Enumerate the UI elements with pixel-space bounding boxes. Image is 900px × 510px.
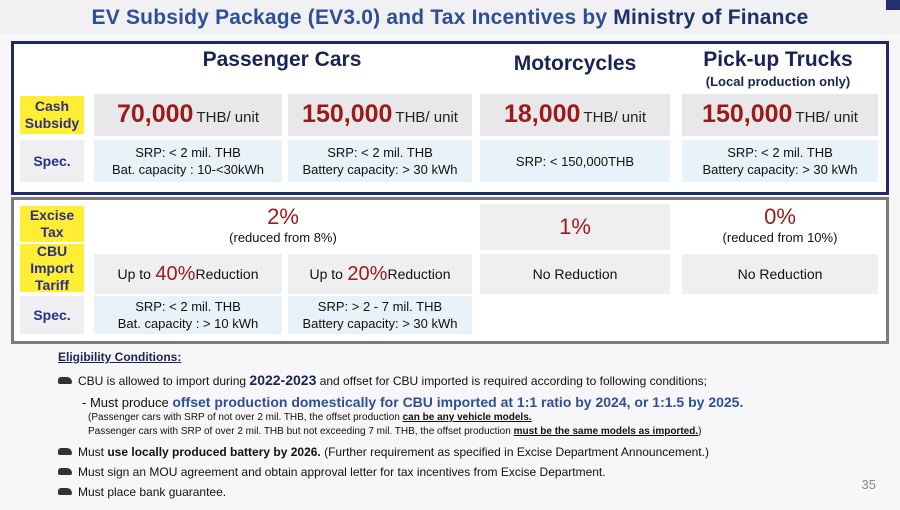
spec1-pickup-line1: SRP: < 2 mil. THB: [727, 145, 833, 160]
spec1-moto-line1: SRP: < 150,000THB: [515, 153, 635, 169]
header-pickup-sub: (Local production only): [705, 74, 851, 89]
spec2-pc2-line1: SRP: > 2 - 7 mil. THB: [317, 299, 443, 314]
subsidy-unit: THB/ unit: [395, 109, 458, 126]
excise-pc-pct: 2%: [267, 204, 299, 229]
cbu-pc1-pre: Up to: [117, 266, 151, 282]
subsidy-unit: THB/ unit: [196, 109, 259, 126]
subsidy-moto-amount: 18,000: [504, 100, 581, 128]
excise-pc-note: (reduced from 8%): [229, 230, 337, 245]
eligibility-cond4: Must place bank guarantee.: [58, 485, 226, 499]
spec2-pc1-line2: Bat. capacity : > 10 kWh: [117, 316, 259, 331]
cbu-moto: No Reduction: [532, 266, 618, 282]
subsidy-pc2-cell: 150,000 THB/ unit: [288, 94, 472, 136]
excise-pickup-pct: 0%: [764, 204, 796, 229]
header-pickup-trucks: Pick-up Trucks: [703, 48, 853, 71]
spec1-pc2-line2: Battery capacity: > 30 kWh: [302, 162, 458, 177]
title-part2: Ministry of Finance: [613, 6, 809, 29]
spec1-pc2-line1: SRP: < 2 mil. THB: [327, 145, 433, 160]
spec1-pickup-cell: SRP: < 2 mil. THB Battery capacity: > 30…: [682, 140, 878, 182]
subsidy-unit: THB/ unit: [795, 109, 858, 126]
title-bar: [0, 0, 900, 34]
spec2-pc2-cell: SRP: > 2 - 7 mil. THB Battery capacity: …: [288, 296, 472, 334]
subsidy-pc2-amount: 150,000: [302, 100, 393, 128]
cbu-pc2-pct: 20%: [347, 262, 388, 285]
label-spec-2: Spec.: [33, 307, 71, 323]
title-part1: EV Subsidy Package (EV3.0) and Tax Incen…: [91, 6, 614, 29]
excise-pc-cell: 2% (reduced from 8%): [94, 204, 472, 252]
eligibility-cond1: CBU is allowed to import during 2022-202…: [58, 372, 707, 388]
spec1-pc1-cell: SRP: < 2 mil. THB Bat. capacity : 10-<30…: [94, 140, 282, 182]
car-bullet-icon: [58, 488, 72, 496]
subsidy-unit: THB/ unit: [583, 109, 646, 126]
page-number: 35: [861, 477, 876, 492]
label-spec-1: Spec.: [33, 153, 71, 169]
cbu-pc2-post: Reduction: [387, 266, 451, 282]
eligibility-cond2: Must use locally produced battery by 202…: [58, 445, 709, 459]
car-bullet-icon: [58, 448, 72, 456]
label-cash-subsidy: Cash Subsidy: [20, 96, 84, 134]
cbu-pc2-cell: Up to 20% Reduction: [288, 254, 472, 294]
corner-logo-icon: [886, 0, 900, 10]
header-passenger-cars: Passenger Cars: [202, 48, 362, 71]
tax-panel: Excise Tax CBU Import Tariff 2% (reduced…: [11, 197, 889, 344]
cond1-years: 2022-2023: [249, 372, 317, 388]
spec1-pc2-cell: SRP: < 2 mil. THB Battery capacity: > 30…: [288, 140, 472, 182]
subsidy-pickup-cell: 150,000 THB/ unit: [682, 94, 878, 136]
spec2-pc1-cell: SRP: < 2 mil. THB Bat. capacity : > 10 k…: [94, 296, 282, 334]
eligibility-must-produce: - Must produce offset production domesti…: [82, 394, 744, 410]
spec1-pc1-line1: SRP: < 2 mil. THB: [135, 145, 241, 160]
subsidy-pc1-amount: 70,000: [117, 100, 194, 128]
spec2-pc1-line1: SRP: < 2 mil. THB: [135, 299, 241, 314]
cbu-moto-cell: No Reduction: [480, 254, 670, 294]
label-cbu-import-tariff: CBU Import Tariff: [20, 243, 84, 293]
cbu-pc1-pct: 40%: [155, 262, 196, 285]
excise-pickup-note: (reduced from 10%): [722, 230, 838, 245]
header-motorcycles: Motorcycles: [513, 52, 637, 75]
car-bullet-icon: [58, 377, 72, 385]
spec1-pickup-line2: Battery capacity: > 30 kWh: [702, 162, 858, 177]
car-bullet-icon: [58, 468, 72, 476]
eligibility-note2: Passenger cars with SRP of over 2 mil. T…: [88, 426, 702, 437]
page-title: EV Subsidy Package (EV3.0) and Tax Incen…: [0, 6, 900, 30]
cbu-pc1-post: Reduction: [195, 266, 259, 282]
spec1-moto-cell: SRP: < 150,000THB: [480, 140, 670, 182]
excise-moto-pct: 1%: [559, 214, 591, 239]
eligibility-note1: (Passenger cars with SRP of not over 2 m…: [88, 412, 532, 423]
eligibility-cond3: Must sign an MOU agreement and obtain ap…: [58, 465, 606, 479]
spec2-pc2-line2: Battery capacity: > 30 kWh: [302, 316, 458, 331]
eligibility-heading: Eligibility Conditions:: [58, 350, 182, 364]
label-excise-tax: Excise Tax: [20, 206, 84, 242]
label-spec-1-cell: Spec.: [20, 140, 84, 182]
label-spec-2-cell: Spec.: [20, 296, 84, 334]
subsidy-pc1-cell: 70,000 THB/ unit: [94, 94, 282, 136]
cbu-pc1-cell: Up to 40% Reduction: [94, 254, 282, 294]
cbu-pickup-cell: No Reduction: [682, 254, 878, 294]
cbu-pickup: No Reduction: [737, 266, 823, 282]
cbu-pc2-pre: Up to: [309, 266, 343, 282]
excise-moto-cell: 1%: [480, 204, 670, 250]
subsidy-panel: Passenger Cars Motorcycles Pick-up Truck…: [11, 41, 889, 195]
subsidy-pickup-amount: 150,000: [702, 100, 793, 128]
subsidy-moto-cell: 18,000 THB/ unit: [480, 94, 670, 136]
must-produce-strong: offset production domestically for CBU i…: [172, 394, 744, 410]
excise-pickup-cell: 0% (reduced from 10%): [682, 204, 878, 252]
spec1-pc1-line2: Bat. capacity : 10-<30kWh: [111, 162, 265, 177]
